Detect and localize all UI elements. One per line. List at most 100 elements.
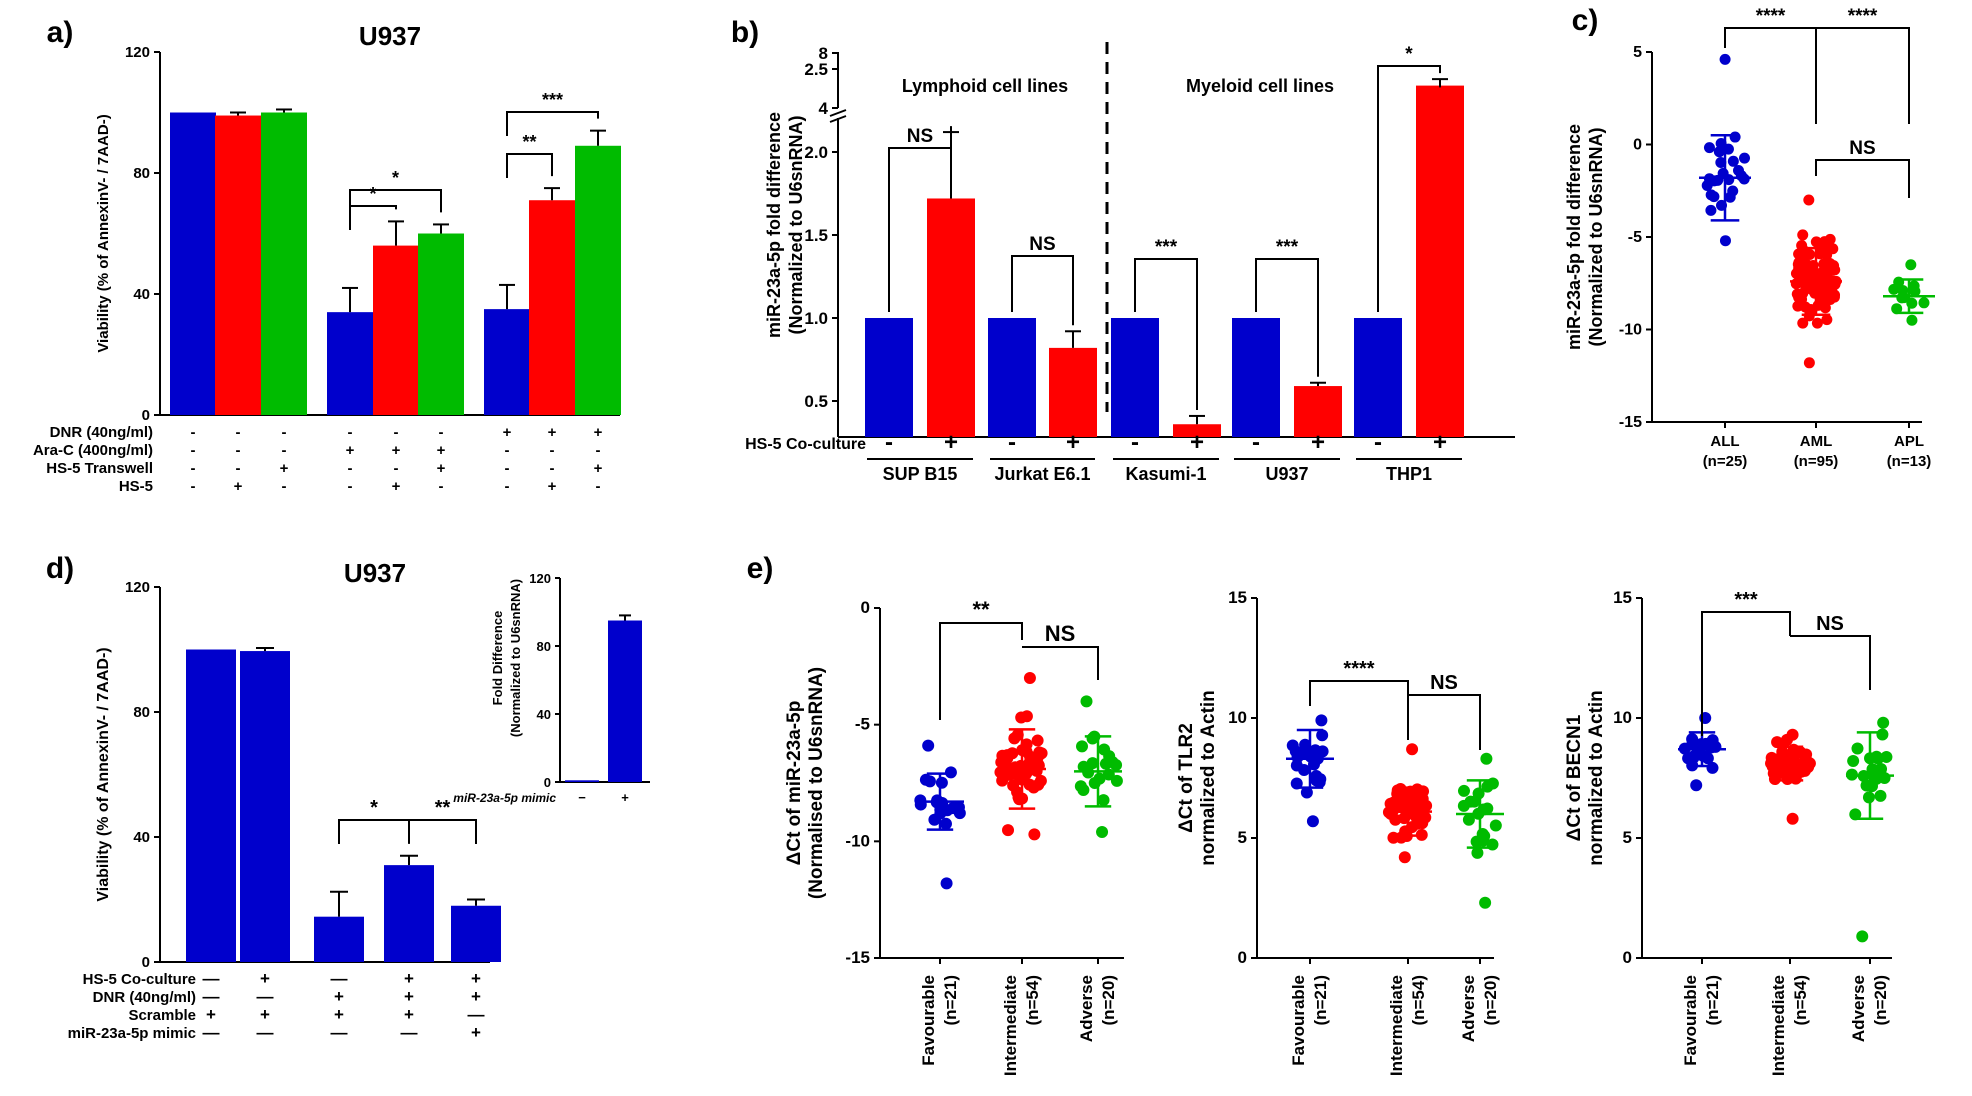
condition-mark: + [471,1023,481,1042]
data-point [1786,812,1799,825]
bar [170,112,216,415]
group-n-label: (n=21) [1311,975,1330,1026]
data-point [999,764,1012,777]
coculture-mark: + [1433,429,1447,456]
y-tick-label: 15 [1228,588,1247,607]
group-n-label: (n=25) [1703,453,1748,470]
group-label: APL [1894,433,1924,450]
coculture-mark: - [1374,429,1382,456]
data-point [1851,742,1864,755]
data-point [1776,737,1789,750]
sig-bracket [1309,680,1409,740]
condition-mark: - [191,460,196,477]
data-point [999,752,1012,765]
data-point [1800,748,1813,761]
cell-line-label: Jurkat E6.1 [994,464,1090,484]
condition-mark: — [257,987,274,1006]
sig-label: **** [1848,6,1878,27]
data-point [1415,810,1428,823]
sig-bracket [1255,258,1319,377]
group-n-label: (n=20) [1481,975,1500,1026]
sig-bracket [888,126,952,312]
condition-mark: + [503,424,512,441]
data-point [1715,157,1727,169]
data-point [1777,766,1790,779]
data-point [1310,770,1323,783]
y-axis-label-line2: (Normalized to U6snRNA) [786,115,806,334]
bar [215,115,261,416]
bar [1049,347,1097,437]
y-axis-label-line1: ΔCt of TLR2 [1176,723,1197,833]
coculture-mark: + [1190,429,1204,456]
inset-mark: − [578,790,586,805]
sig-bracket [408,819,477,844]
condition-mark: - [348,478,353,495]
panel-e3: ΔCt of BECN1 normalized to Actin 0 5 10 15 Fav… [1564,588,1894,1076]
y-tick-label: 40 [133,829,150,846]
sig-label: **** [1756,6,1786,27]
group-label: AML [1800,433,1833,450]
y-tick-label: 10 [1228,708,1247,727]
data-point [1086,757,1099,770]
data-point [1876,728,1889,741]
data-point [1415,828,1428,841]
group-label: Intermediate [1001,975,1020,1076]
data-point [1394,786,1407,799]
condition-label: miR-23a-5p mimic [68,1025,196,1042]
data-point [1389,813,1402,826]
condition-mark: - [394,424,399,441]
condition-mark: - [191,442,196,459]
panel-label: d) [46,552,74,585]
inset-y-label-line1: Fold Difference [490,611,505,706]
data-point [1103,750,1116,763]
condition-mark: + [404,1005,414,1024]
sig-sig-label: *** [1276,237,1299,258]
data-point [1817,266,1829,278]
bar [1416,85,1464,437]
condition-mark: - [282,442,287,459]
panel-d: d) U937 Viability (% of AnnexinV- / 7AAD-)… [46,552,501,1042]
y-tick-label: 0 [1623,948,1632,967]
sig-bracket [349,189,442,214]
panel-label: a) [47,16,74,49]
panel-label: e) [747,552,774,585]
bar [373,245,419,415]
bar [1294,386,1342,437]
condition-mark: + [548,424,557,441]
data-point [1866,780,1879,793]
sig-bracket [506,111,599,136]
y-axis-label-line2: normalized to Actin [1198,690,1219,866]
y-tick-label: 40 [133,286,150,303]
data-point [1739,152,1751,164]
data-point [1406,803,1419,816]
group-n-label: (n=21) [1703,975,1722,1026]
data-point [1888,283,1900,295]
condition-mark: + [471,987,481,1006]
data-point [1847,754,1860,767]
region-label: Myeloid cell lines [1186,76,1334,96]
y-axis-label: Viability (% of AnnexinV- / 7AAD-) [95,647,112,901]
condition-mark: — [203,969,220,988]
sig-bracket [939,622,1023,720]
sig-bracket [1408,694,1481,750]
data-point [1309,744,1322,757]
y-tick-label: 2.5 [804,60,828,79]
panel-e2: ΔCt of TLR2 normalized to Actin 0 5 10 15 Favo… [1176,588,1504,1076]
data-point [1874,789,1887,802]
data-point [1792,762,1805,775]
data-point [1719,53,1731,65]
condition-mark: - [550,460,555,477]
condition-mark: — [331,1023,348,1042]
y-axis-label-line1: miR-23a-5p fold difference [764,112,784,338]
condition-label: HS-5 Co-culture [83,971,196,988]
data-point [940,877,953,890]
sig-sig-label: NS [1029,234,1055,255]
data-point [1076,740,1089,753]
condition-mark: - [282,478,287,495]
data-point [1713,146,1725,158]
bar [1416,87,1464,120]
condition-mark: - [191,478,196,495]
data-point [1729,131,1741,143]
y-tick-label: 120 [125,579,150,596]
panel-d-inset: Fold Difference (Normalized to U6snRNA) 0 4… [453,571,650,805]
